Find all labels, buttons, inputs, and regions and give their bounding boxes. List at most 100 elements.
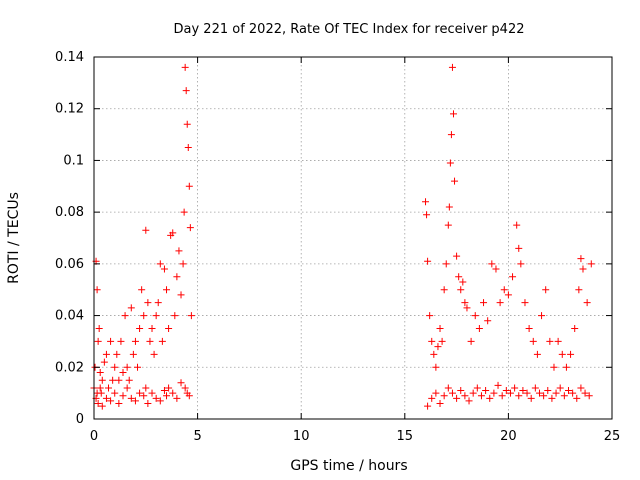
data-point — [558, 350, 566, 358]
data-point — [111, 363, 119, 371]
data-point — [445, 203, 453, 211]
data-point — [422, 198, 430, 206]
data-point — [473, 384, 481, 392]
data-point — [436, 399, 444, 407]
data-point — [467, 337, 475, 345]
data-point — [451, 177, 459, 185]
data-point — [554, 337, 562, 345]
data-point — [440, 392, 448, 400]
data-point — [152, 312, 160, 320]
data-point — [448, 63, 456, 71]
data-point — [519, 387, 527, 395]
data-point — [182, 87, 190, 95]
data-point — [160, 387, 168, 395]
data-point — [119, 392, 127, 400]
x-axis-label: GPS time / hours — [290, 458, 407, 474]
data-point — [461, 299, 469, 307]
data-point — [436, 325, 444, 332]
data-point — [169, 389, 177, 397]
data-point — [432, 389, 440, 397]
data-point — [113, 350, 121, 358]
data-point — [457, 286, 465, 294]
data-point — [94, 399, 102, 407]
data-point — [511, 384, 519, 392]
data-point — [538, 312, 546, 320]
data-point — [187, 312, 195, 320]
data-point — [581, 389, 589, 397]
data-point — [148, 325, 156, 332]
data-point — [105, 384, 113, 392]
data-point — [529, 337, 537, 345]
data-point — [165, 325, 173, 332]
data-point — [455, 273, 463, 281]
data-point — [521, 299, 529, 307]
data-point — [125, 376, 133, 384]
data-point — [428, 337, 436, 345]
data-point — [102, 394, 110, 402]
data-point — [117, 337, 125, 345]
data-point — [179, 260, 187, 268]
data-point — [131, 337, 139, 345]
data-point — [171, 312, 179, 320]
data-point — [540, 392, 548, 400]
data-point — [504, 291, 512, 299]
data-point — [564, 387, 572, 395]
data-point — [140, 392, 148, 400]
data-point — [587, 260, 595, 268]
data-point — [583, 299, 591, 307]
data-point — [502, 387, 510, 395]
data-point — [185, 182, 193, 190]
data-point — [181, 384, 189, 392]
data-point — [163, 286, 171, 294]
data-point — [107, 337, 115, 345]
data-point — [154, 299, 162, 307]
y-tick-label: 0.02 — [55, 360, 84, 375]
data-point — [163, 392, 171, 400]
y-tick-label: 0.1 — [63, 153, 84, 168]
data-point — [562, 363, 570, 371]
data-point — [183, 120, 191, 128]
data-point — [477, 392, 485, 400]
data-point — [156, 260, 164, 268]
data-point — [531, 384, 539, 392]
data-point — [577, 384, 585, 392]
data-points — [90, 63, 595, 410]
data-point — [482, 387, 490, 395]
data-point — [469, 389, 477, 397]
data-point — [432, 363, 440, 371]
data-point — [457, 387, 465, 395]
data-point — [444, 221, 452, 229]
data-point — [515, 392, 523, 400]
data-point — [428, 394, 436, 402]
data-point — [444, 384, 452, 392]
data-point — [494, 381, 502, 389]
data-point — [96, 368, 104, 376]
plot-frame — [93, 56, 613, 420]
data-point — [424, 402, 432, 410]
data-point — [93, 389, 101, 397]
data-point — [484, 317, 492, 325]
data-point — [129, 350, 137, 358]
data-point — [136, 325, 144, 332]
data-point — [475, 325, 483, 332]
data-point — [500, 286, 508, 294]
data-point — [490, 389, 498, 397]
data-point — [186, 224, 194, 232]
data-point — [571, 325, 579, 332]
data-point — [121, 312, 129, 320]
data-point — [465, 397, 473, 405]
data-point — [480, 299, 488, 307]
data-point — [569, 389, 577, 397]
data-point — [556, 384, 564, 392]
data-point — [573, 394, 581, 402]
data-point — [488, 260, 496, 268]
data-point — [449, 110, 457, 118]
chart-title: Day 221 of 2022, Rate Of TEC Index for r… — [174, 22, 525, 37]
data-point — [102, 350, 110, 358]
data-point — [185, 392, 193, 400]
data-point — [148, 389, 156, 397]
y-tick-label: 0.12 — [55, 102, 84, 117]
data-point — [146, 337, 154, 345]
data-point — [138, 286, 146, 294]
